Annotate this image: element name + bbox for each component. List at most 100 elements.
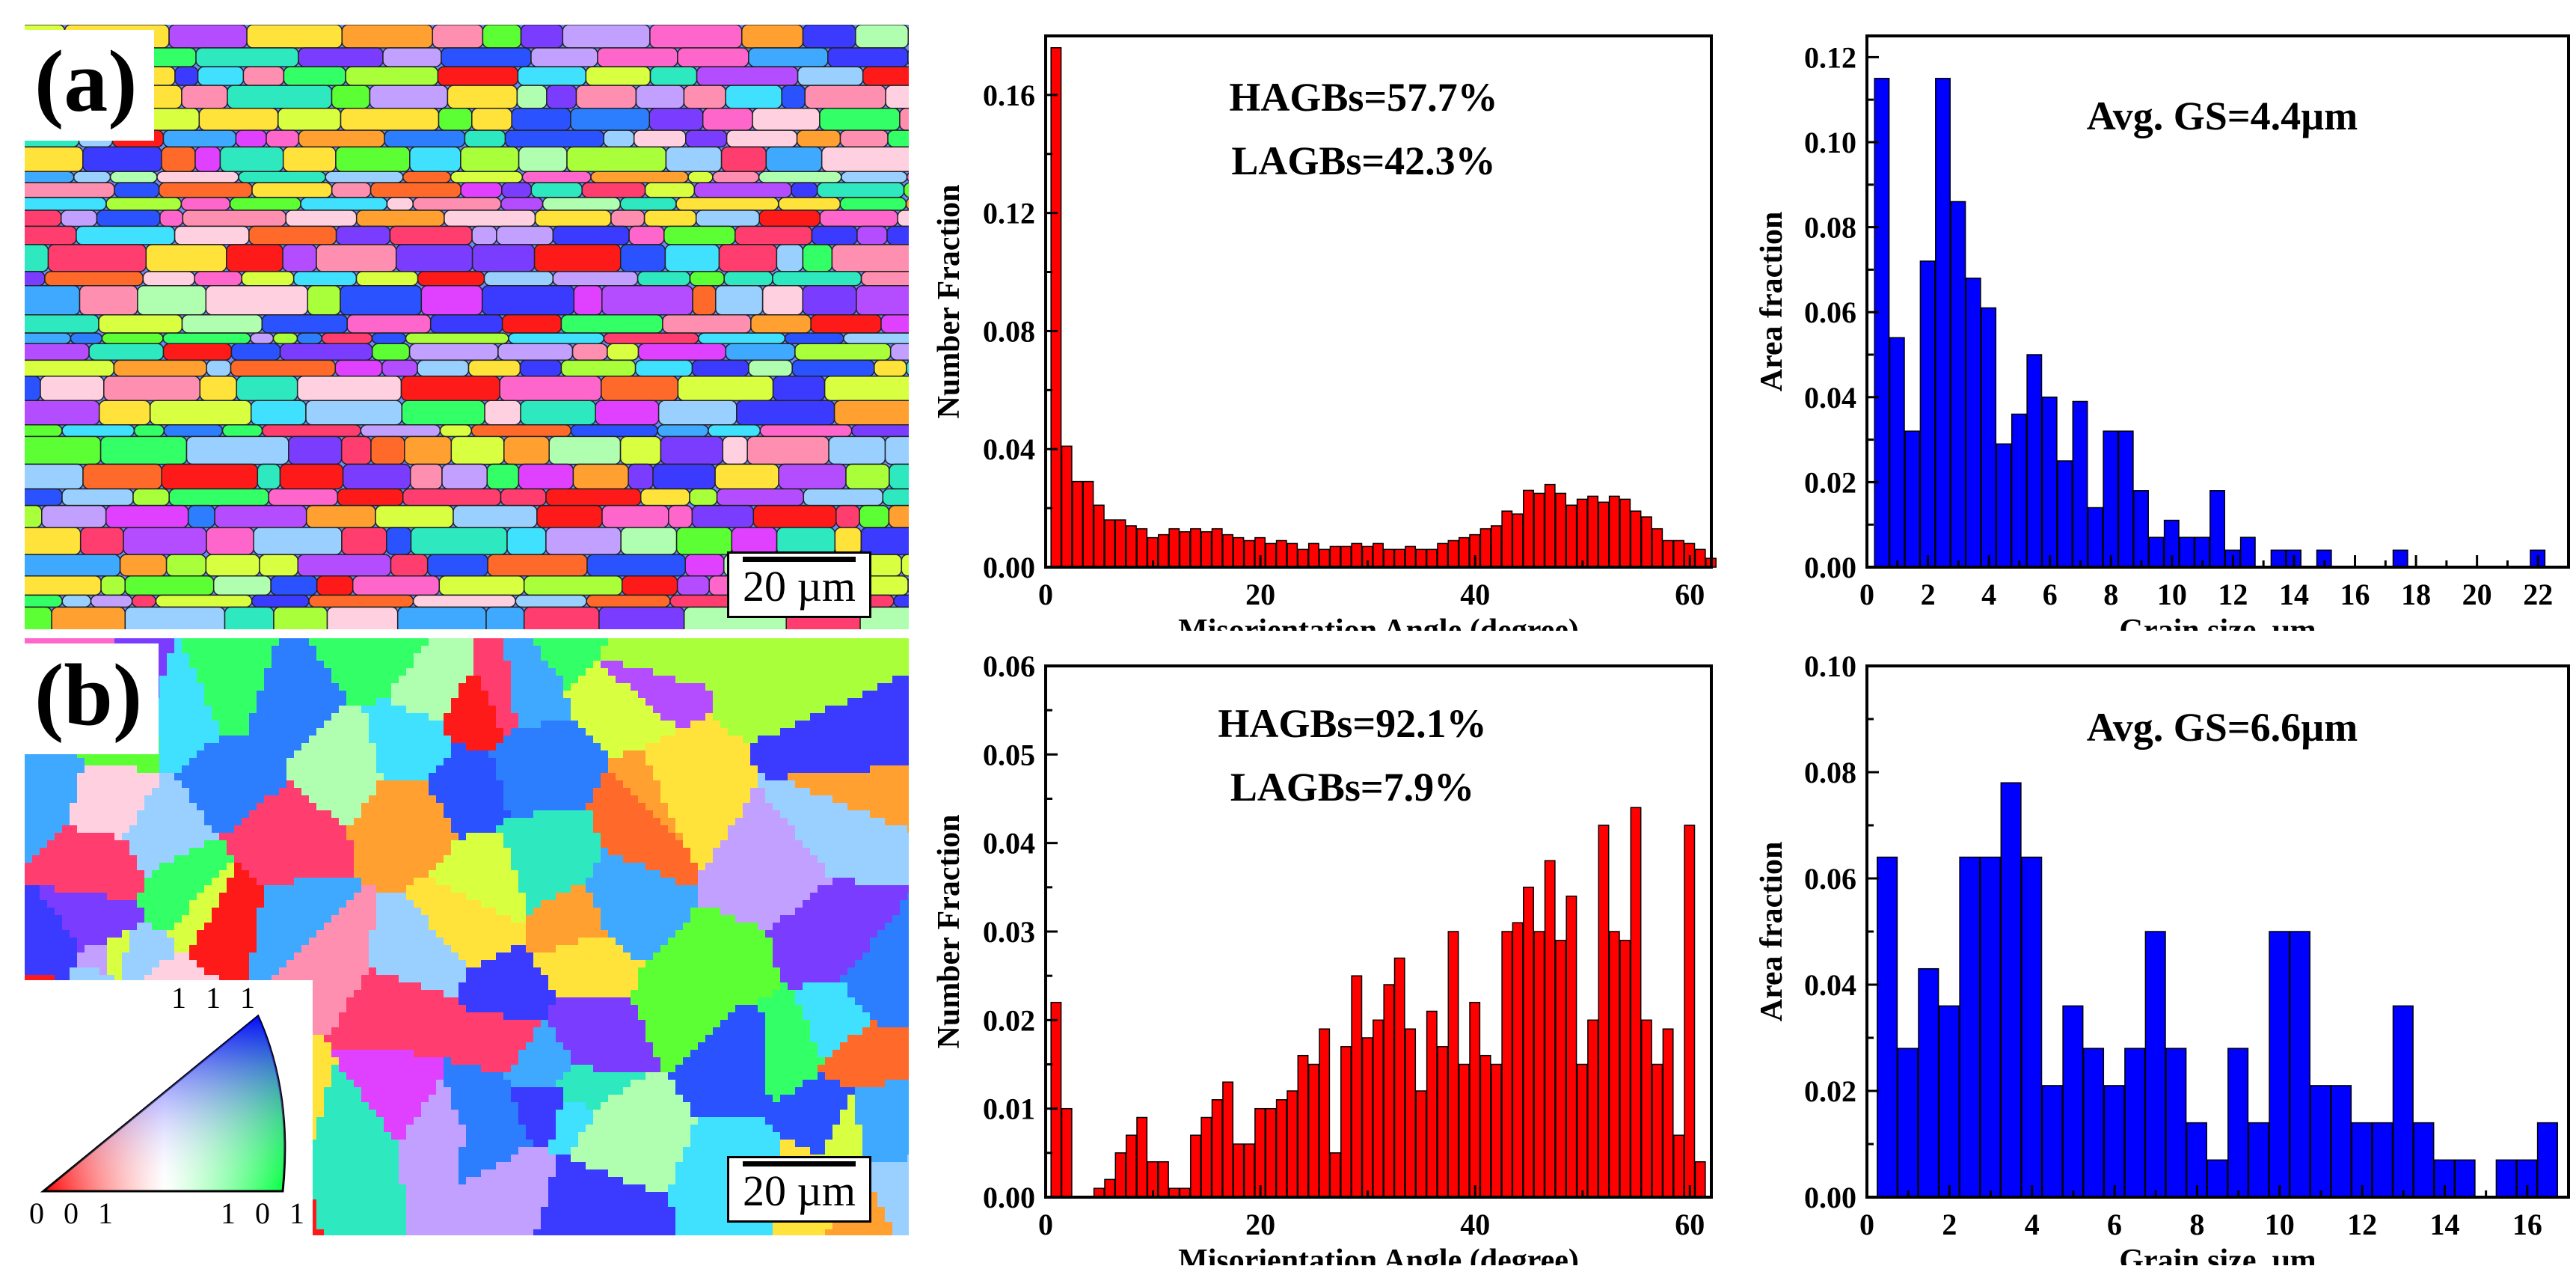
grain-cell [466,848,473,855]
grain-cell [219,848,227,855]
grain-cell [728,721,735,728]
grain [429,314,503,334]
grain [843,332,909,345]
grain-cell [286,773,294,780]
grain-cell [473,646,481,653]
grain-cell [227,863,234,870]
grain-cell [488,818,496,825]
grain-cell [466,668,473,676]
grain-cell [496,825,503,833]
grain-cell [907,758,909,765]
grain-cell [481,713,488,721]
grain-cell [376,825,384,833]
grain-cell [92,863,99,870]
grain-cell [361,728,369,736]
grain-cell [818,758,825,765]
grain-cell [324,728,331,736]
grain-cell [107,765,114,773]
grain-cell [578,780,586,788]
grain-cell [301,855,309,863]
grain-cell [391,803,399,810]
grain-cell [361,803,369,810]
grain [859,606,909,629]
grain-cell [713,743,720,750]
grain-cell [773,840,780,848]
grain-cell [62,878,70,885]
grain-cell [481,795,488,803]
grain-cell [840,780,847,788]
grain-cell [750,683,758,691]
grain [212,575,272,596]
grain-cell [122,833,129,840]
grain-cell [698,721,705,728]
grain-cell [429,825,436,833]
grain-cell [436,833,444,840]
grain-cell [466,810,473,818]
grain-cell [85,833,92,840]
grain-cell [556,810,563,818]
grain-cell [832,698,840,706]
grain-cell [406,818,414,825]
grain-cell [197,855,204,863]
grain-cell [586,915,593,923]
grain-cell [406,736,414,743]
grain-cell [690,646,698,653]
grain-cell [301,788,309,795]
grain-cell [668,691,675,698]
grain-cell [533,833,541,840]
grain-cell [556,885,563,893]
grain-cell [92,810,99,818]
grain-cell [451,788,459,795]
grain-cell [541,691,548,698]
grain-cell [242,833,249,840]
grain-cell [818,870,825,878]
grain-cell [55,818,62,825]
grain-cell [144,840,152,848]
grain-cell [885,653,892,661]
grain-cell [571,810,578,818]
grain [450,171,524,183]
grain-cell [204,818,212,825]
grain-cell [593,825,601,833]
grain-cell [705,765,713,773]
grain-cell [346,780,354,788]
grain-cell [324,848,331,855]
grain-cell [376,676,384,683]
grain-cell [720,900,728,908]
grain-cell [399,638,406,646]
grain-cell [608,795,616,803]
grain [25,376,41,402]
grain-cell [608,676,616,683]
grain [471,225,497,245]
grain-cell [384,728,391,736]
grain-cell [182,653,189,661]
grain [335,225,391,245]
grain-cell [593,706,601,713]
grain-cell [249,878,257,885]
grain-cell [339,795,346,803]
grain-cell [892,706,900,713]
grain-cell [144,833,152,840]
grain-cell [369,736,376,743]
grain-cell [862,870,870,878]
grain-cell [503,915,511,923]
grain-cell [376,758,384,765]
grain [283,66,346,86]
grain-cell [40,870,47,878]
grain-cell [197,676,204,683]
grain-cell [174,706,182,713]
grain-cell [272,773,279,780]
grain-cell [122,788,129,795]
grain-cell [257,668,264,676]
grain-cell [339,810,346,818]
grain-cell [376,750,384,758]
grain-cell [421,773,429,780]
grain-cell [249,736,257,743]
grain-cell [825,691,832,698]
grain-cell [55,810,62,818]
grain-cell [279,780,286,788]
grain [340,107,440,131]
grain-cell [675,795,683,803]
grain-cell [892,721,900,728]
grain-cell [62,855,70,863]
